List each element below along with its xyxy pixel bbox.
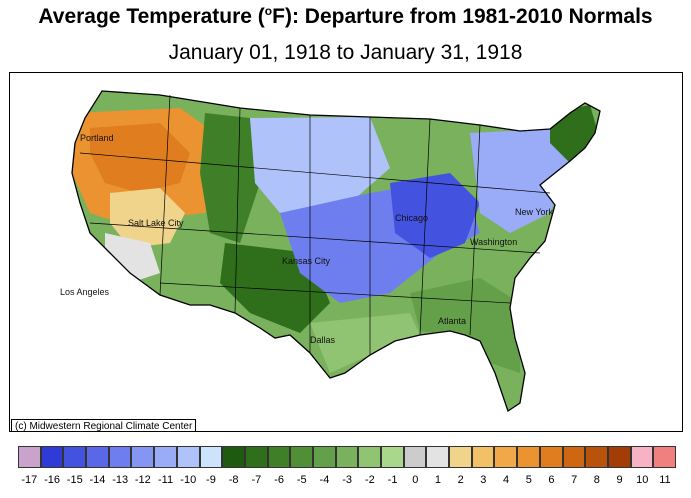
legend-swatch: [18, 446, 41, 468]
legend-swatch: [539, 446, 563, 468]
legend-swatch: [40, 446, 64, 468]
legend-label: -12: [134, 474, 151, 486]
city-label-chicago: Chicago: [395, 213, 429, 223]
color-legend: [18, 446, 676, 468]
legend-swatch: [199, 446, 223, 468]
legend-label: 10: [636, 474, 649, 486]
legend-label: -5: [296, 474, 307, 486]
legend-swatch: [607, 446, 631, 468]
legend-label: -15: [66, 474, 83, 486]
legend-swatch: [471, 446, 495, 468]
legend-label: 3: [480, 474, 487, 486]
city-label-washington: Washington: [470, 237, 518, 247]
legend-label: -8: [228, 474, 239, 486]
legend-label: -13: [112, 474, 129, 486]
us-temperature-map: [71, 90, 601, 413]
legend-label: 2: [457, 474, 464, 486]
city-label-kansas-city: Kansas City: [282, 256, 331, 266]
legend-swatch: [630, 446, 654, 468]
legend-label: 8: [593, 474, 600, 486]
legend-label: 4: [502, 474, 510, 486]
legend-label: -17: [21, 474, 38, 486]
city-label-dallas: Dallas: [310, 335, 336, 345]
legend-swatch: [290, 446, 313, 468]
legend-swatch: [517, 446, 540, 468]
title-prefix: Average Temperature (: [38, 5, 265, 28]
legend-swatch: [494, 446, 518, 468]
legend-swatch: [244, 446, 268, 468]
city-label-los-angeles: Los Angeles: [60, 287, 110, 297]
map-title: Average Temperature (oF): Departure from…: [0, 4, 691, 29]
legend-label: -3: [342, 474, 353, 486]
legend-label: -1: [387, 474, 398, 486]
city-label-atlanta: Atlanta: [438, 316, 467, 326]
legend-label: 7: [571, 474, 578, 486]
city-label-new-york: New York: [515, 207, 554, 217]
legend-swatch: [358, 446, 381, 468]
map-frame: Portland Salt Lake City Los Angeles Kans…: [9, 72, 683, 432]
legend-label: -2: [364, 474, 375, 486]
legend-label: 1: [434, 474, 441, 486]
legend-swatch: [449, 446, 472, 468]
legend-swatch: [335, 446, 359, 468]
legend-swatch: [381, 446, 404, 468]
legend-swatch: [86, 446, 109, 468]
legend-swatch: [154, 446, 177, 468]
legend-swatch: [585, 446, 608, 468]
legend-swatch: [267, 446, 291, 468]
degree-symbol: o: [264, 4, 273, 18]
legend-swatch: [176, 446, 200, 468]
copyright-notice: (c) Midwestern Regional Climate Center: [11, 419, 197, 431]
legend-label: 5: [525, 474, 532, 486]
legend-label: 0: [412, 474, 419, 486]
departure-field: [72, 91, 600, 411]
legend-label: 6: [548, 474, 555, 486]
legend-label: -16: [44, 474, 60, 486]
legend-swatch: [403, 446, 427, 468]
legend-label: -9: [206, 474, 216, 486]
legend-swatch: [426, 446, 450, 468]
legend-label: -7: [251, 474, 262, 486]
legend-swatch: [63, 446, 87, 468]
state-boundaries: [79, 94, 551, 355]
legend-label: -4: [319, 474, 330, 486]
legend-swatch: [131, 446, 155, 468]
us-outline: [71, 90, 601, 413]
legend-label: 9: [616, 474, 623, 486]
legend-label: -14: [89, 474, 106, 486]
city-label-salt-lake-city: Salt Lake City: [128, 218, 184, 228]
legend-swatch: [108, 446, 132, 468]
legend-label: -11: [158, 474, 174, 486]
legend-swatch: [653, 446, 676, 468]
title-suffix: F): Departure from 1981-2010 Normals: [272, 5, 653, 28]
legend-swatch: [312, 446, 336, 468]
legend-swatch: [222, 446, 245, 468]
map-subtitle: January 01, 1918 to January 31, 1918: [168, 41, 523, 64]
legend-swatch: [562, 446, 586, 468]
legend-label: -10: [180, 474, 197, 486]
legend-label: 11: [659, 474, 671, 486]
city-label-portland: Portland: [80, 133, 114, 143]
legend-label: -6: [274, 474, 284, 486]
